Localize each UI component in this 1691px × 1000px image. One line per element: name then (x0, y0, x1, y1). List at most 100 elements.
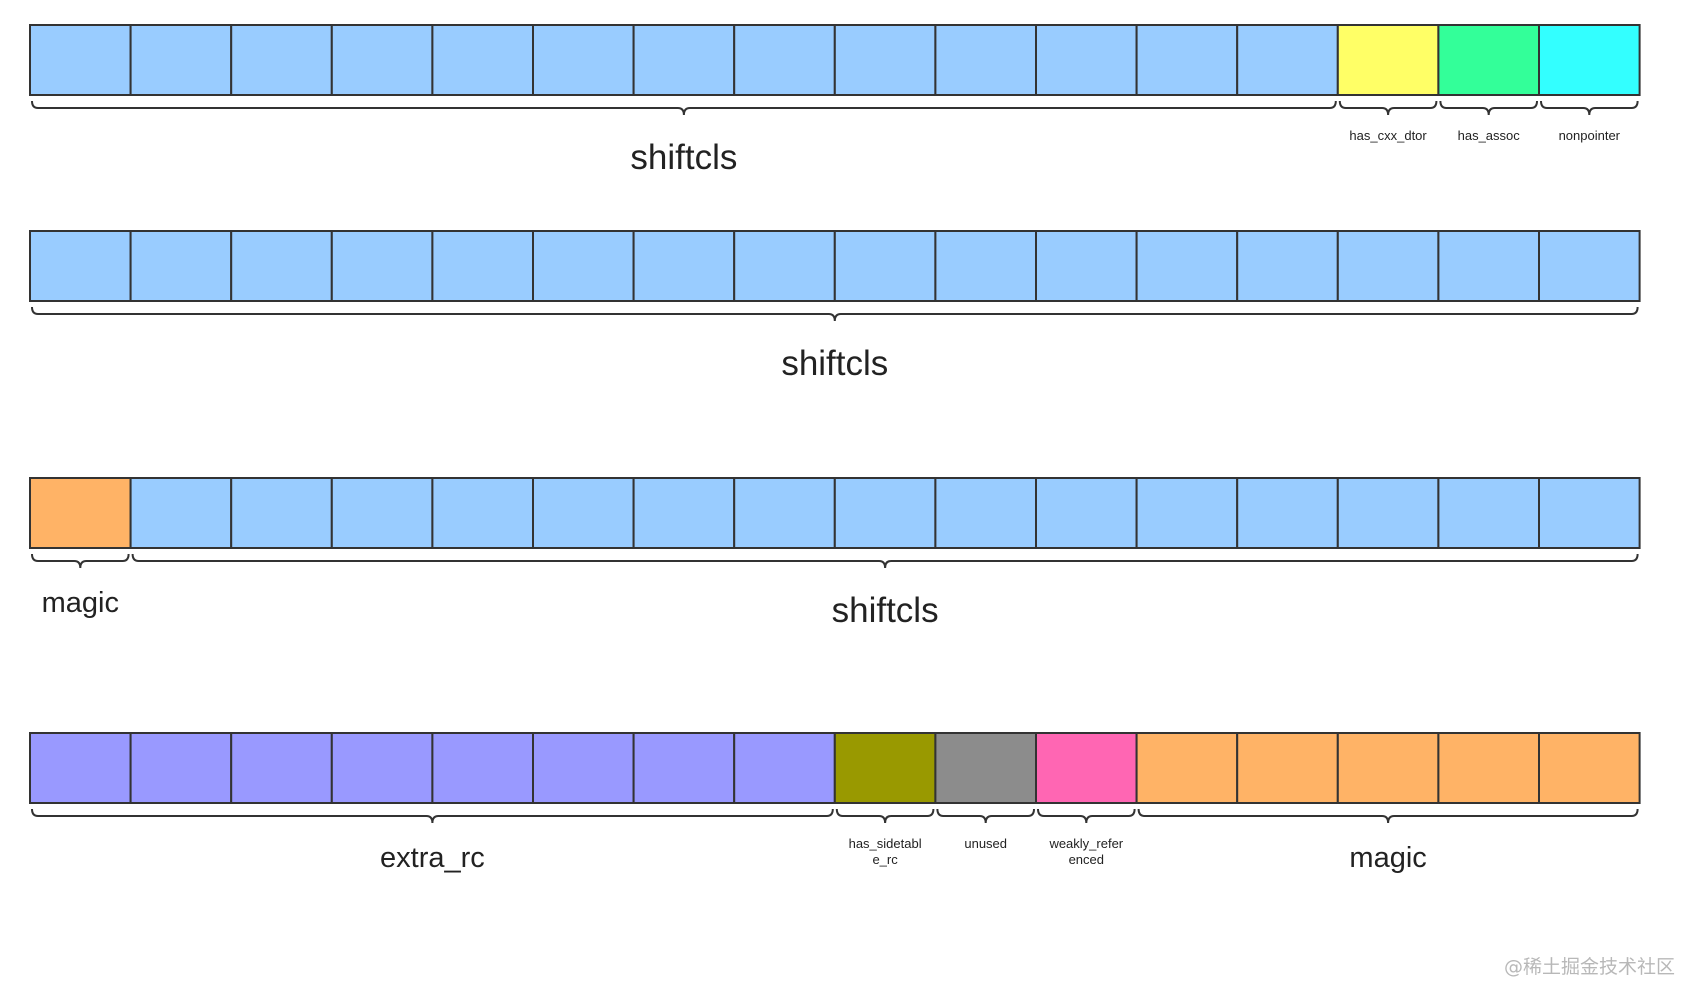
bit-cell (632, 477, 736, 549)
bit-cell (29, 477, 132, 549)
bit-cell (230, 477, 333, 549)
segment-label: extra_rc (380, 842, 485, 874)
segment-label: magic (1349, 842, 1426, 874)
bracket (1338, 100, 1438, 116)
bit-cell (532, 230, 635, 302)
bit-cell (733, 732, 836, 804)
bit-cell (1236, 477, 1339, 549)
bit-cell (230, 230, 333, 302)
bit-cell (632, 24, 736, 96)
bit-cell (1236, 732, 1339, 804)
bracket (936, 808, 1035, 824)
bit-row-3: magic shiftcls (29, 477, 1641, 630)
bit-cell (29, 230, 132, 302)
segment-label: has_cxx_dtor (1349, 128, 1427, 143)
bit-cell (1538, 24, 1641, 96)
bit-cell (1336, 477, 1440, 549)
bit-cell (1336, 24, 1440, 96)
segment-label: has_assoc (1458, 128, 1521, 143)
bit-cell (431, 24, 534, 96)
bit-cell (733, 230, 836, 302)
segment-label: has_sidetabl e_rc (849, 836, 922, 867)
bit-cell (431, 477, 534, 549)
bracket (131, 553, 1639, 569)
bit-cell (1135, 477, 1239, 549)
bit-cell (632, 732, 736, 804)
bit-cell (934, 24, 1038, 96)
bracket (835, 808, 935, 824)
bracket (31, 553, 130, 569)
bit-cell (129, 732, 233, 804)
bit-cell (1035, 24, 1138, 96)
segment-label: shiftcls (832, 591, 939, 630)
bit-cell (632, 230, 736, 302)
bit-cell (431, 732, 534, 804)
bit-cell (833, 732, 937, 804)
bracket (1439, 100, 1538, 116)
bracket (31, 306, 1639, 322)
segment-label: weakly_refer enced (1048, 836, 1123, 867)
bit-cell (330, 732, 434, 804)
bracket (31, 100, 1337, 116)
segment-shiftcls: shiftcls (29, 230, 1641, 383)
bit-cell (532, 477, 635, 549)
segment-has-sidetable-rc: has_sidetabl e_rc (833, 732, 937, 867)
segment-has-assoc: has_assoc (1437, 24, 1541, 143)
bit-cell (1336, 732, 1440, 804)
bit-cell (1437, 477, 1541, 549)
segment-label: shiftcls (781, 344, 888, 383)
segment-extra-rc: extra_rc (29, 732, 836, 874)
bit-cell (230, 732, 333, 804)
bit-cell (129, 477, 233, 549)
bit-cell (1035, 477, 1138, 549)
bracket (1540, 100, 1639, 116)
bit-cell (1336, 230, 1440, 302)
segment-shiftcls: shiftcls (29, 24, 1339, 177)
bit-row-2: shiftcls (29, 230, 1641, 383)
bit-cell (934, 732, 1038, 804)
bit-cell (733, 24, 836, 96)
bit-cell (532, 732, 635, 804)
bit-cell (129, 230, 233, 302)
bit-cell (934, 477, 1038, 549)
segment-nonpointer: nonpointer (1538, 24, 1641, 143)
bit-cell (1236, 24, 1339, 96)
segment-unused: unused (934, 732, 1038, 851)
bit-cell (934, 230, 1038, 302)
bracket (1137, 808, 1639, 824)
bit-cell (1135, 732, 1239, 804)
bit-cell (1437, 24, 1541, 96)
segment-label: magic (42, 587, 119, 619)
bit-cell (1135, 24, 1239, 96)
bit-cell (1035, 732, 1138, 804)
bit-cell (733, 477, 836, 549)
segment-label: unused (964, 836, 1007, 851)
bit-row-4: extra_rc has_sidetabl e_rc unused weakly_ref… (29, 732, 1641, 874)
bit-cell (1437, 230, 1541, 302)
watermark: @稀土掘金技术社区 (1503, 956, 1675, 978)
bit-cell (230, 24, 333, 96)
bit-cell (1135, 230, 1239, 302)
bit-cell (1437, 732, 1541, 804)
segment-has-cxx-dtor: has_cxx_dtor (1336, 24, 1440, 143)
bit-cell (1538, 230, 1641, 302)
bit-cell (330, 230, 434, 302)
bracket (1037, 808, 1136, 824)
bit-cell (330, 24, 434, 96)
segment-label: shiftcls (630, 138, 737, 177)
bit-cell (330, 477, 434, 549)
bit-cell (833, 477, 937, 549)
bit-cell (833, 24, 937, 96)
bit-cell (431, 230, 534, 302)
bit-cell (1035, 230, 1138, 302)
bracket (31, 808, 834, 824)
bit-cell (833, 230, 937, 302)
bit-row-1: shiftcls has_cxx_dtor has_assoc nonpointer (29, 24, 1641, 177)
bit-cell (29, 732, 132, 804)
bit-cell (129, 24, 233, 96)
segment-magic: magic (1135, 732, 1641, 874)
bit-cell (532, 24, 635, 96)
segment-weakly-referenced: weakly_refer enced (1035, 732, 1138, 867)
bit-cell (29, 24, 132, 96)
